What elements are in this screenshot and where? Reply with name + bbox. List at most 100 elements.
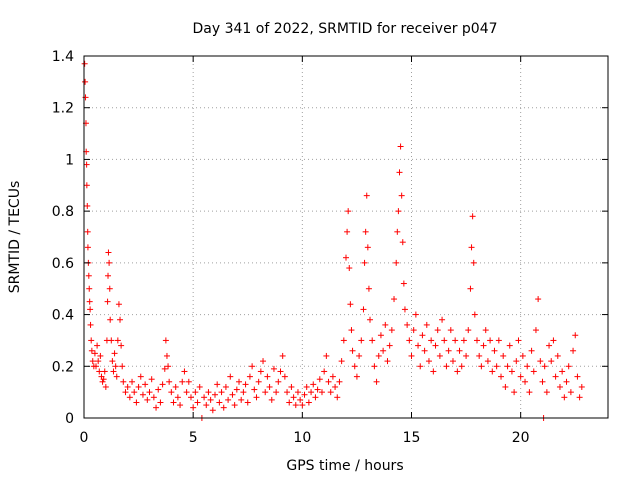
- data-point: [399, 239, 406, 246]
- data-point: [135, 383, 142, 390]
- data-point: [345, 208, 352, 215]
- data-point: [244, 399, 251, 406]
- data-point: [468, 244, 475, 251]
- data-point: [358, 337, 365, 344]
- data-point: [559, 368, 566, 375]
- data-point: [554, 352, 561, 359]
- data-point: [99, 378, 106, 385]
- data-point: [148, 376, 155, 383]
- y-tick-label: 0.4: [52, 308, 74, 324]
- y-tick-label: 0.8: [52, 204, 74, 220]
- data-point: [179, 378, 186, 385]
- data-point: [423, 321, 430, 328]
- data-point: [273, 389, 280, 396]
- data-point: [187, 394, 194, 401]
- data-point: [401, 306, 408, 313]
- plot-frame: [83, 55, 609, 419]
- data-point: [102, 383, 109, 390]
- data-point: [268, 396, 275, 403]
- data-point: [85, 272, 92, 279]
- data-point: [157, 399, 164, 406]
- data-point: [432, 342, 439, 349]
- data-point: [279, 352, 286, 359]
- y-tick-label: 0: [65, 411, 74, 427]
- data-point: [343, 254, 349, 261]
- data-point: [563, 378, 570, 385]
- data-point: [539, 378, 546, 385]
- data-point: [398, 192, 405, 199]
- data-point: [323, 352, 330, 359]
- data-point: [329, 373, 336, 380]
- data-point: [502, 383, 509, 390]
- data-point: [417, 363, 424, 370]
- data-point: [572, 332, 579, 339]
- data-point: [489, 368, 496, 375]
- data-point: [112, 363, 119, 370]
- data-point: [83, 161, 90, 168]
- data-point: [325, 378, 332, 385]
- data-point: [105, 272, 112, 279]
- y-axis-label: SRMTID / TECUs: [7, 181, 23, 294]
- x-axis-label: GPS time / hours: [286, 458, 403, 474]
- data-point: [190, 404, 197, 411]
- data-point: [163, 352, 170, 359]
- data-point: [84, 228, 91, 235]
- data-point: [469, 213, 476, 220]
- data-point: [574, 373, 581, 380]
- data-point: [495, 337, 502, 344]
- grid-lines: [84, 56, 608, 418]
- data-point: [126, 394, 133, 401]
- x-tick-label: 20: [512, 430, 530, 446]
- data-point: [406, 337, 413, 344]
- data-point: [487, 337, 494, 344]
- data-point: [137, 373, 144, 380]
- data-point: [308, 389, 315, 396]
- tick-labels: 0 0.2 0.4 0.6 0.8 1 1.2 1.4 0 5 10 15 20: [52, 49, 530, 446]
- data-point: [480, 342, 487, 349]
- data-point: [96, 368, 103, 375]
- x-tick-label: 10: [293, 430, 311, 446]
- data-point: [310, 381, 317, 388]
- data-point: [397, 143, 404, 150]
- data-point: [380, 347, 387, 354]
- data-point: [528, 347, 535, 354]
- data-point: [340, 337, 347, 344]
- data-point: [396, 169, 403, 176]
- data-point: [146, 389, 153, 396]
- data-point: [421, 347, 428, 354]
- data-point: [508, 368, 515, 375]
- data-point: [369, 337, 376, 344]
- data-point: [161, 365, 168, 372]
- data-point: [83, 182, 90, 189]
- data-point: [109, 358, 116, 365]
- data-point: [299, 402, 306, 409]
- data-point: [165, 363, 172, 370]
- data-point: [384, 358, 391, 365]
- data-point: [362, 228, 369, 235]
- data-point: [91, 350, 98, 357]
- data-points: [81, 60, 585, 421]
- data-point: [445, 347, 452, 354]
- data-point: [82, 94, 89, 101]
- data-point: [537, 358, 544, 365]
- data-point: [240, 389, 247, 396]
- data-point: [393, 259, 400, 266]
- data-point: [491, 347, 498, 354]
- data-point: [246, 373, 253, 380]
- data-point: [382, 321, 389, 328]
- data-point: [89, 358, 96, 365]
- data-point: [288, 383, 295, 390]
- data-point: [316, 376, 323, 383]
- data-point: [447, 327, 454, 334]
- data-point: [242, 381, 249, 388]
- data-point: [93, 363, 100, 370]
- data-point: [218, 389, 225, 396]
- data-point: [578, 383, 585, 390]
- data-point: [360, 306, 367, 313]
- data-point: [231, 402, 238, 409]
- data-point: [111, 350, 118, 357]
- data-point: [556, 383, 563, 390]
- data-point: [344, 228, 351, 235]
- data-point: [535, 296, 542, 303]
- data-point: [334, 394, 341, 401]
